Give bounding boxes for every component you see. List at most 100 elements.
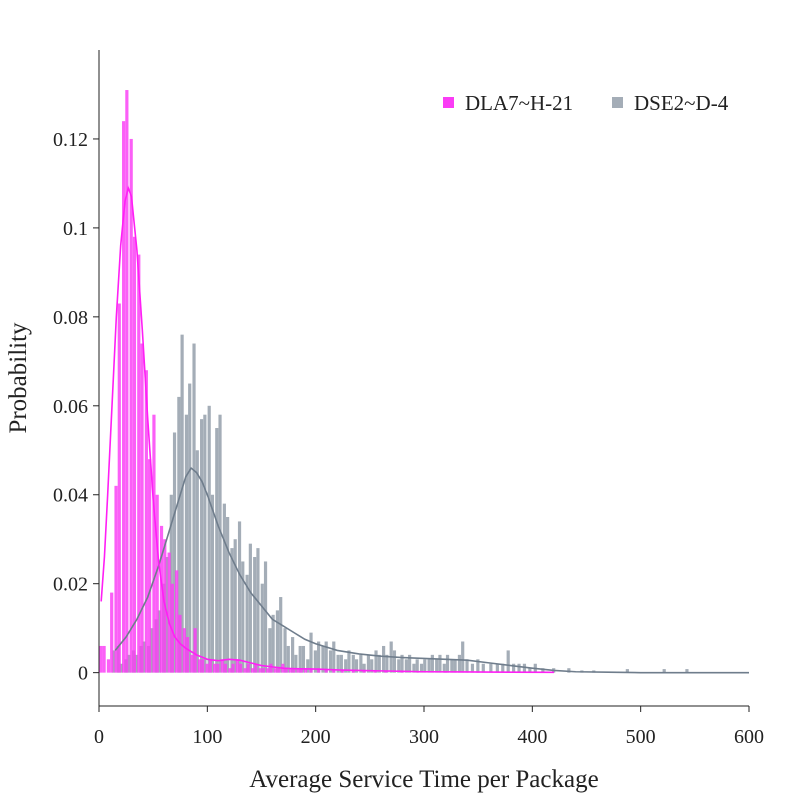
bar [239, 663, 243, 673]
y-tick-label: 0.08 [53, 307, 88, 329]
bar [408, 654, 412, 673]
bar [222, 503, 226, 673]
y-tick-label: 0.12 [53, 129, 88, 151]
bar [192, 343, 196, 673]
bar [461, 641, 465, 673]
bar [223, 663, 228, 673]
bar [150, 628, 154, 673]
bar [309, 668, 313, 673]
bar [354, 659, 359, 673]
bar [102, 645, 106, 673]
bar [288, 668, 293, 673]
bar [517, 663, 521, 673]
bar [362, 670, 366, 673]
bar [254, 663, 258, 673]
bar [296, 668, 300, 673]
bar [201, 659, 205, 673]
density-curve-dla7-h-21 [100, 185, 555, 674]
bar [260, 583, 264, 673]
bar [205, 663, 209, 673]
bar [110, 592, 114, 673]
bar [397, 659, 401, 673]
bar [125, 90, 129, 673]
bar [112, 650, 116, 673]
bar [269, 663, 273, 673]
bar [175, 570, 179, 673]
bar [392, 650, 397, 673]
bar [339, 654, 343, 673]
density-curve-dse2-d-4 [114, 466, 749, 674]
x-tick-label: 0 [94, 726, 104, 748]
bar [385, 654, 389, 673]
x-tick-label: 600 [734, 726, 764, 748]
bar [415, 659, 419, 673]
bar [366, 654, 371, 673]
bar [216, 663, 220, 673]
bar [152, 414, 156, 673]
bar [685, 669, 689, 673]
bar [412, 663, 416, 673]
bar [351, 654, 355, 673]
bar [404, 659, 408, 673]
bar [119, 663, 124, 673]
bar [332, 669, 336, 673]
bar [501, 663, 505, 673]
bar [142, 641, 146, 673]
bar [243, 668, 247, 673]
bar [470, 663, 475, 673]
bar [193, 628, 197, 673]
bar [279, 597, 283, 673]
bar [275, 610, 280, 673]
bar [522, 663, 527, 673]
bar [213, 663, 217, 673]
legend-swatch [443, 97, 454, 108]
series-dse2-d-4-bars [112, 334, 689, 673]
bar [276, 668, 281, 673]
x-tick-label: 100 [192, 726, 222, 748]
bar [184, 414, 189, 673]
bar [231, 663, 235, 673]
bar [481, 663, 485, 673]
bar [261, 668, 265, 673]
y-tick-label: 0.04 [53, 485, 88, 507]
bar [292, 669, 296, 673]
bar [299, 668, 303, 673]
bar [336, 654, 340, 673]
bar [324, 641, 328, 673]
bar [332, 641, 336, 673]
legend-label: DSE2~D-4 [634, 91, 729, 115]
bar [419, 663, 424, 673]
bar [170, 583, 174, 673]
bar [294, 654, 298, 673]
bar [427, 659, 431, 673]
bar [453, 659, 457, 673]
bar [195, 450, 199, 673]
bar [114, 485, 118, 673]
bar [273, 668, 277, 673]
bar [506, 650, 510, 673]
bar [207, 405, 211, 673]
bar [662, 669, 666, 673]
bar [512, 663, 516, 673]
bar [177, 396, 181, 673]
density-curves-layer [100, 185, 749, 674]
bar [271, 614, 275, 673]
bar [250, 668, 255, 673]
bar [129, 138, 133, 673]
bar [132, 236, 137, 673]
bar [256, 548, 260, 673]
x-tick-label: 400 [517, 726, 547, 748]
bar [351, 670, 355, 673]
bar [382, 645, 386, 673]
bar [182, 628, 186, 673]
bar [263, 561, 268, 673]
bar [172, 432, 177, 673]
bar [228, 668, 232, 673]
bar [370, 659, 374, 673]
bar [140, 343, 144, 673]
bar [155, 494, 159, 673]
x-tick-label: 200 [301, 726, 331, 748]
x-tick-label: 500 [626, 726, 656, 748]
bar [344, 659, 348, 673]
bar [253, 557, 257, 673]
